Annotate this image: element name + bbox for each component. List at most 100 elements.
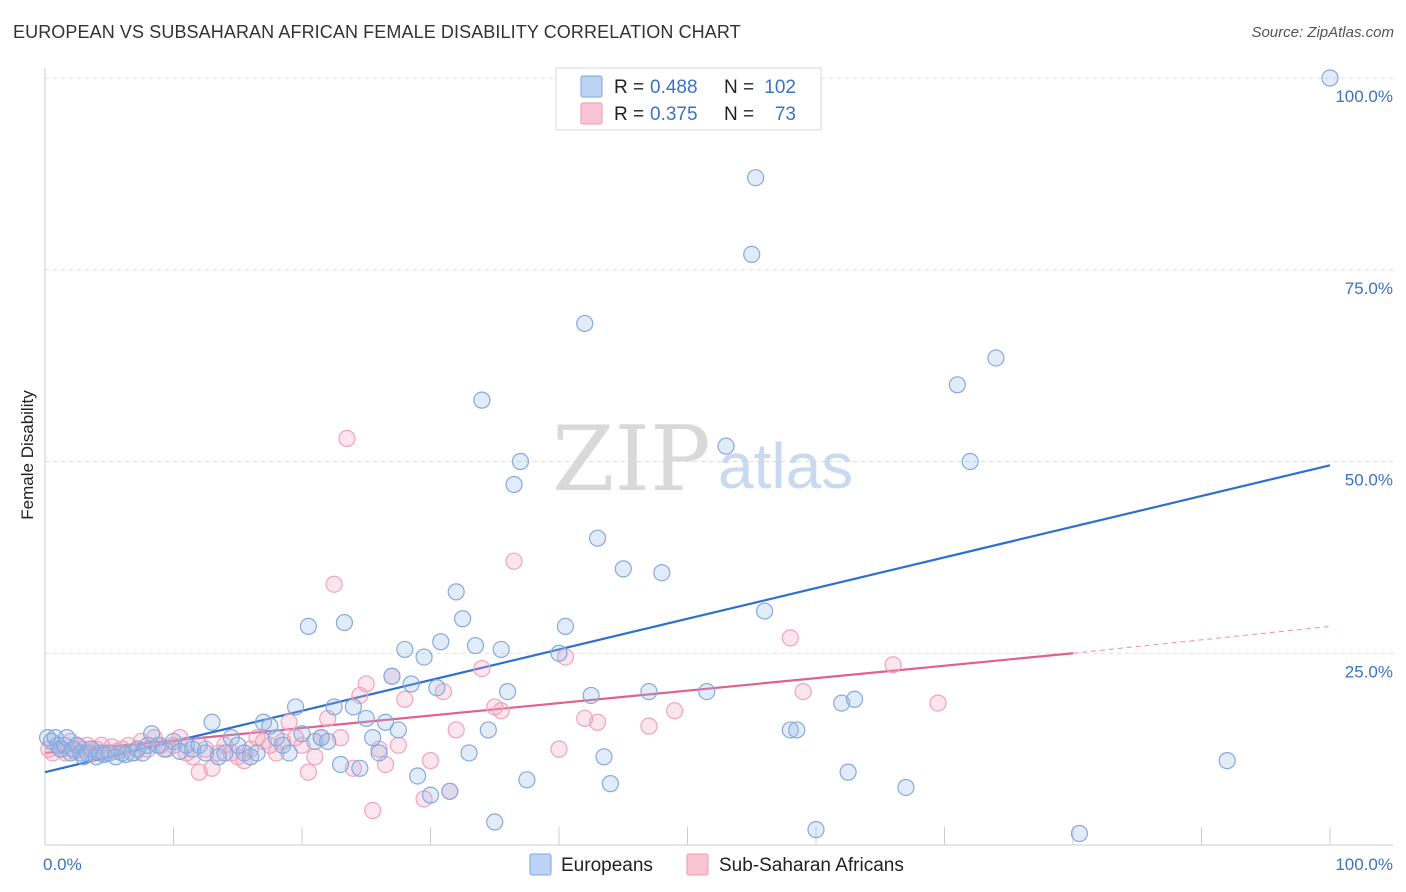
point-european-91	[614, 560, 632, 578]
x-tick-label-max: 100.0%	[1335, 855, 1393, 874]
point-european-64	[396, 640, 414, 659]
point-european-66	[409, 767, 427, 785]
point-european-33	[197, 744, 215, 762]
point-european-103	[839, 763, 857, 781]
point-european-70	[432, 633, 450, 651]
y-tick-label-100: 100.0%	[1335, 87, 1393, 106]
legend-bottom: Europeans Sub-Saharan Africans	[529, 853, 904, 876]
point-sub-saharan-african-46	[306, 748, 324, 766]
point-european-41	[248, 744, 266, 762]
legend-top-r-label-2: R =	[614, 104, 644, 125]
point-sub-saharan-african-74	[640, 717, 658, 735]
point-european-77	[479, 721, 497, 739]
point-european-99	[781, 721, 799, 739]
legend-bottom-label-africans: Sub-Saharan Africans	[719, 855, 904, 876]
point-european-93	[653, 564, 671, 582]
point-european-56	[344, 698, 362, 716]
point-sub-saharan-african-52	[344, 759, 362, 777]
point-european-46	[280, 744, 298, 762]
point-european-73	[454, 610, 472, 628]
point-european-63	[389, 721, 407, 739]
point-european-28	[164, 732, 183, 751]
point-european-98	[755, 602, 774, 620]
point-sub-saharan-african-62	[421, 752, 440, 770]
y-tick-label-75: 75.0%	[1345, 279, 1393, 298]
point-european-61	[376, 713, 395, 731]
chart-title: EUROPEAN VS SUBSAHARAN AFRICAN FEMALE DI…	[13, 22, 741, 42]
y-tick-labels: 25.0% 50.0% 75.0% 100.0%	[1335, 87, 1393, 681]
point-european-29	[171, 742, 189, 761]
point-sub-saharan-african-51	[338, 429, 356, 448]
point-european-72	[447, 583, 465, 601]
point-sub-saharan-african-72	[576, 709, 594, 728]
trend-line-sub-saharan-africans	[44, 652, 1074, 755]
point-sub-saharan-african-45	[299, 763, 318, 781]
legend-top-n-label-2: N =	[724, 104, 754, 125]
legend-top-n-label-1: N =	[724, 77, 754, 98]
legend-bottom-swatch-europeans	[529, 853, 552, 876]
point-european-48	[293, 725, 311, 743]
point-european-79	[492, 640, 510, 659]
point-european-94	[698, 682, 716, 701]
point-european-55	[335, 613, 354, 632]
y-tick-label-50: 50.0%	[1345, 471, 1393, 490]
point-european-101	[807, 821, 825, 839]
point-european-47	[286, 698, 305, 716]
legend-top-swatch-europeans	[580, 75, 603, 98]
point-european-87	[582, 686, 600, 705]
point-sub-saharan-african-49	[325, 575, 343, 593]
point-sub-saharan-african-66	[473, 659, 491, 678]
legend-top-n-value-1: 102	[764, 77, 796, 98]
point-european-76	[473, 391, 491, 409]
legend-top-n-value-2: 73	[775, 104, 796, 125]
point-european-83	[518, 771, 536, 789]
point-european-105	[897, 778, 915, 797]
point-sub-saharan-african-54	[357, 675, 375, 693]
point-european-97	[747, 169, 765, 187]
point-european-110	[1218, 752, 1236, 770]
point-sub-saharan-african-55	[364, 801, 382, 820]
point-european-78	[486, 813, 504, 831]
point-sub-saharan-african-73	[588, 713, 607, 731]
point-european-86	[576, 314, 594, 333]
point-european-109	[1070, 824, 1089, 843]
point-sub-saharan-african-70	[550, 740, 568, 758]
point-sub-saharan-african-60	[396, 690, 414, 708]
point-european-75	[466, 636, 485, 655]
watermark-atlas: atlas	[718, 430, 853, 502]
points-europeans	[38, 69, 1339, 843]
legend-top-r-label-1: R =	[614, 77, 644, 98]
trend-line-europeans	[44, 464, 1331, 774]
point-european-69	[428, 679, 446, 697]
y-axis-label: Female Disability	[18, 390, 37, 520]
point-european-96	[743, 245, 761, 264]
point-european-62	[383, 667, 401, 685]
y-tick-label-25: 25.0%	[1345, 662, 1393, 681]
point-european-89	[595, 748, 613, 766]
point-sub-saharan-african-69	[505, 552, 523, 570]
watermark-zip: ZIP	[552, 407, 711, 512]
point-sub-saharan-african-65	[447, 721, 465, 739]
point-european-108	[987, 349, 1005, 367]
trend-line-sub-saharan-africans-extension	[1072, 625, 1331, 654]
point-european-58	[357, 709, 375, 728]
point-european-80	[499, 682, 517, 701]
point-european-106	[948, 376, 966, 394]
point-european-57	[351, 759, 369, 777]
point-european-81	[505, 475, 523, 494]
point-european-111	[1321, 69, 1339, 87]
point-sub-saharan-african-28	[190, 763, 208, 781]
legend-top: R = 0.488 N = 102 R = 0.375 N = 73	[555, 67, 822, 131]
point-european-100	[788, 721, 806, 739]
legend-top-r-value-1: 0.488	[650, 77, 698, 98]
point-european-49	[299, 617, 318, 636]
point-european-102	[833, 694, 851, 712]
point-sub-saharan-african-59	[389, 736, 407, 754]
point-european-67	[415, 648, 433, 666]
point-european-52	[319, 732, 337, 751]
legend-bottom-swatch-africans	[686, 853, 709, 876]
point-sub-saharan-african-75	[666, 702, 684, 720]
axes	[44, 68, 1393, 846]
point-sub-saharan-african-78	[884, 656, 902, 674]
